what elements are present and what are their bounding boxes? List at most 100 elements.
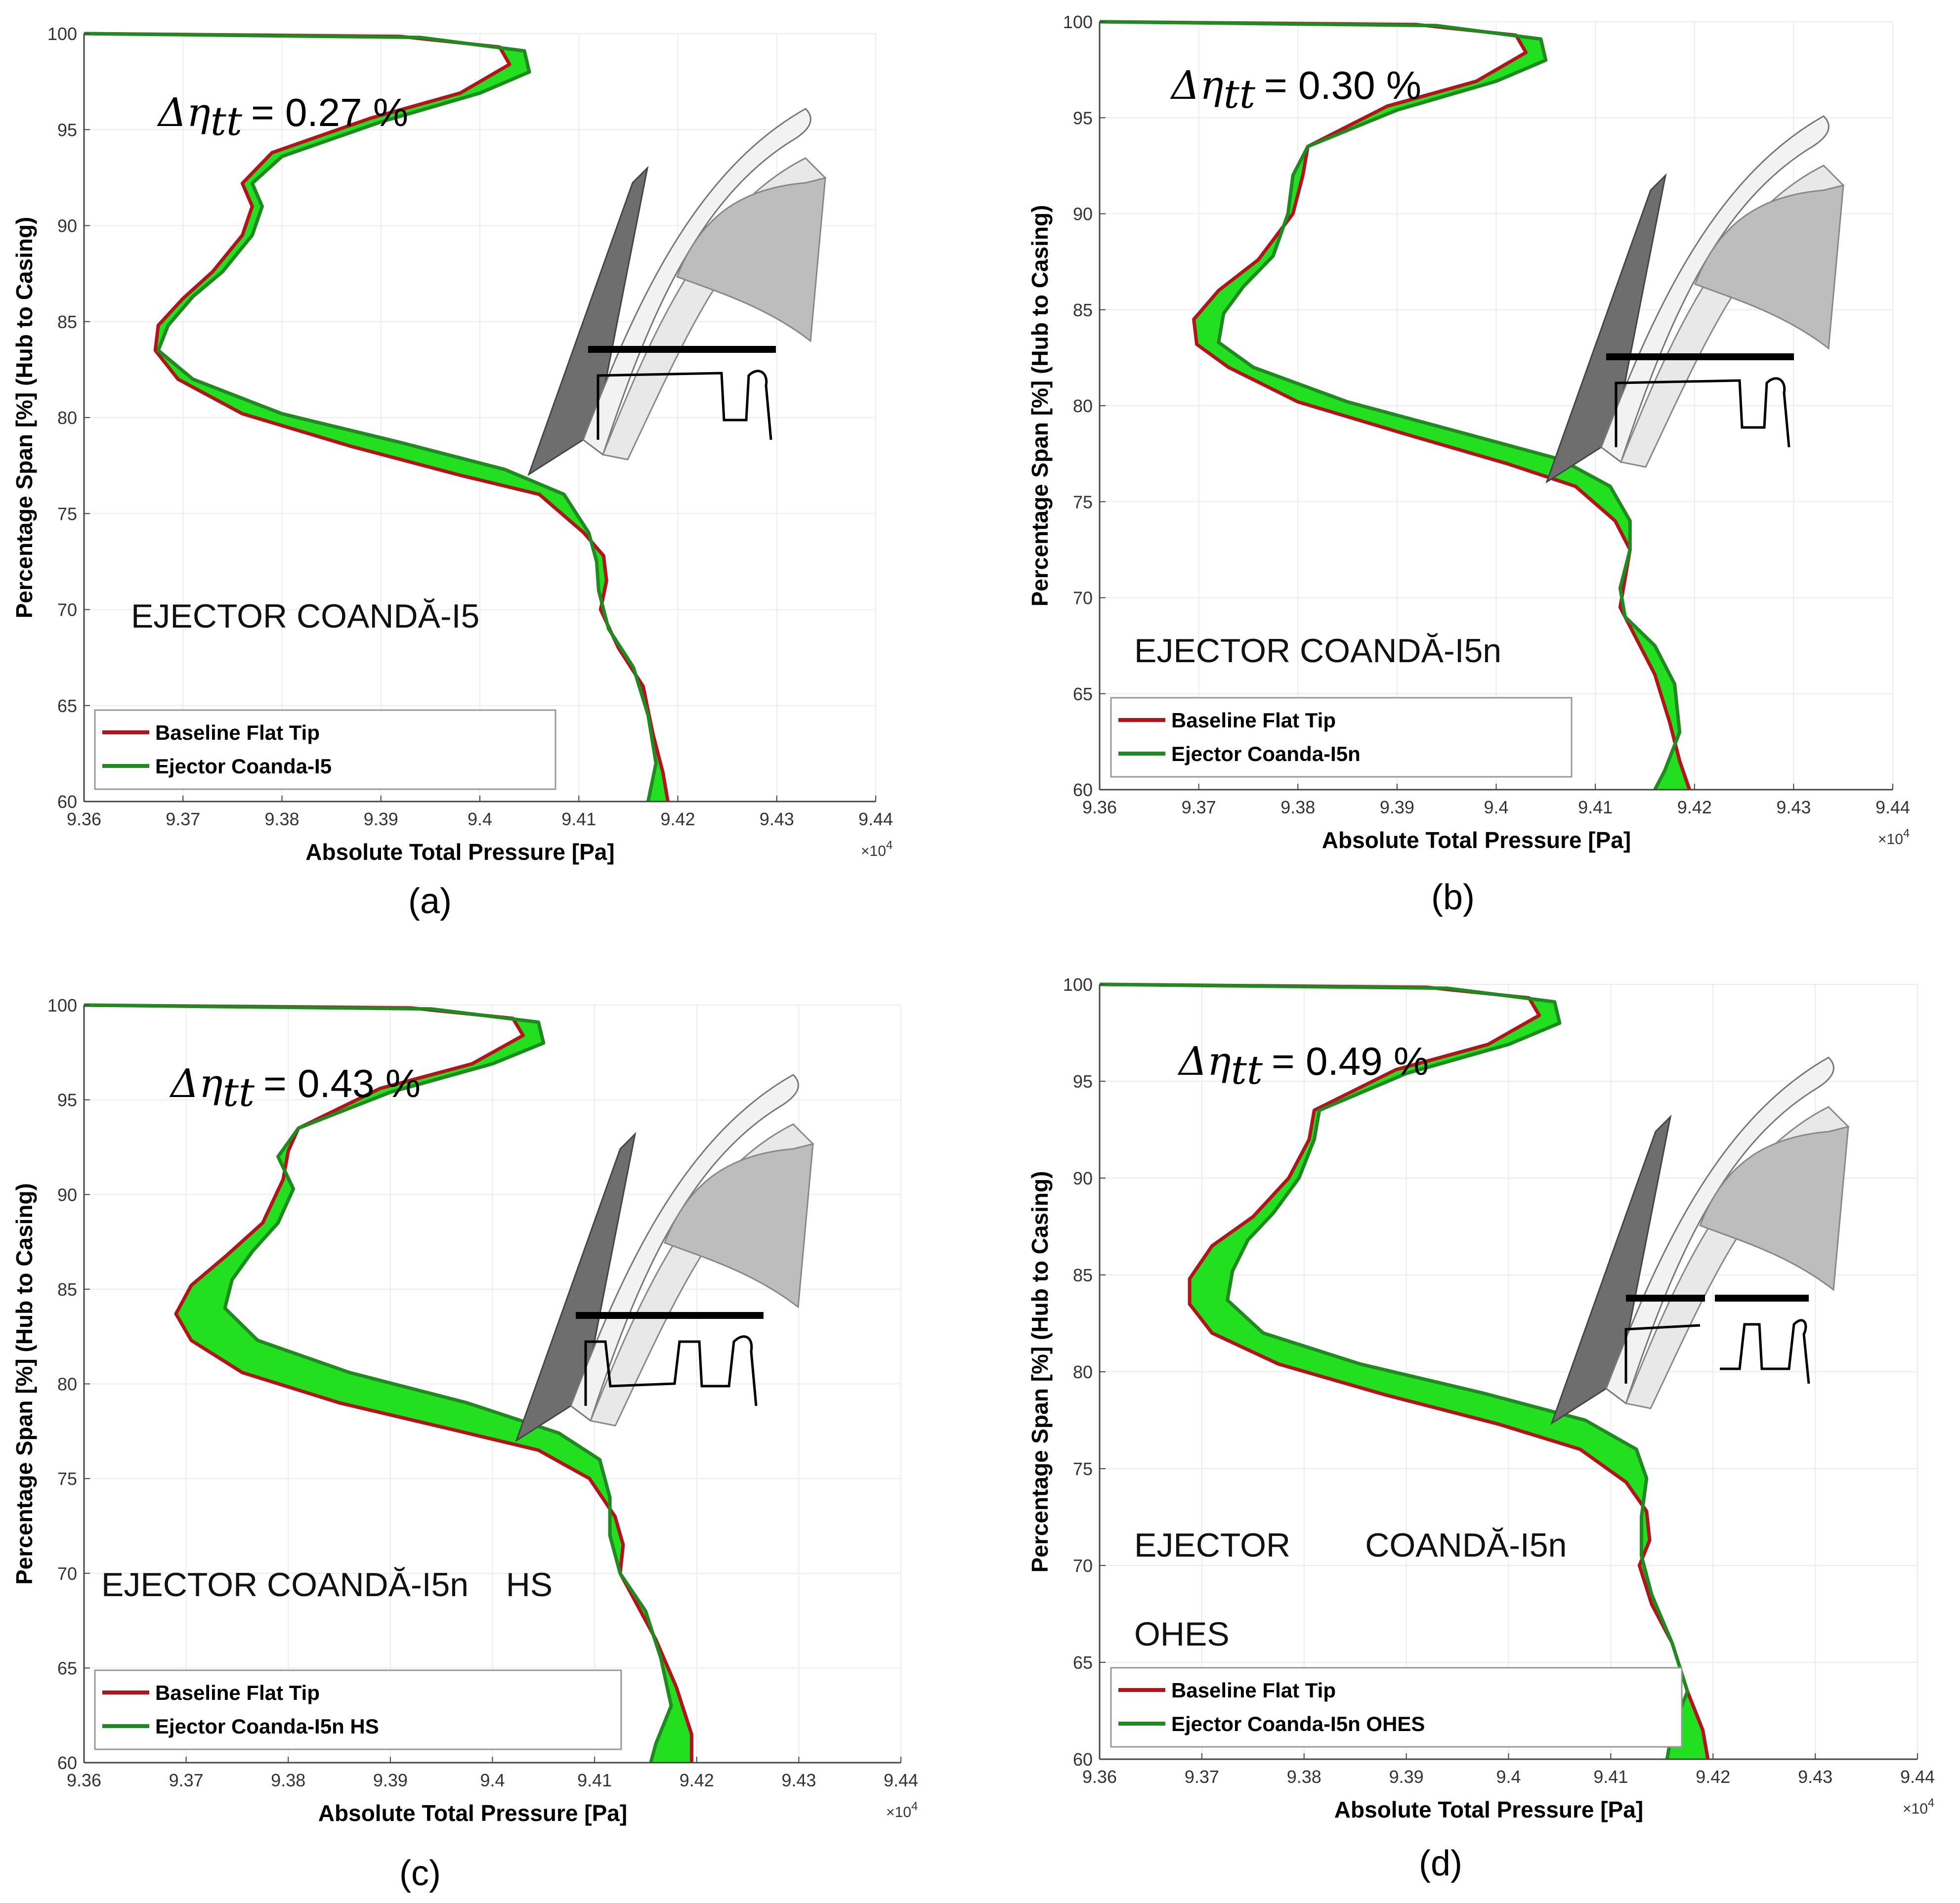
y-tick-label: 85 bbox=[57, 312, 77, 332]
y-tick-label: 75 bbox=[1073, 492, 1093, 512]
x-exponent: ×104 bbox=[1878, 827, 1910, 847]
x-tick-label: 9.42 bbox=[660, 809, 695, 829]
series-line-ejector bbox=[84, 1003, 673, 1763]
x-tick-label: 9.39 bbox=[373, 1770, 408, 1790]
chart-panel-d: 9.36 9.37 9.38 9.39 9.4 9.41 9.42 9.43 9.44 60 65 7… bbox=[1027, 974, 1935, 1883]
x-exponent: ×104 bbox=[886, 1800, 918, 1820]
series-line-ejector bbox=[84, 32, 658, 802]
case-annotation: EJECTOR COANDĂ-I5 bbox=[131, 597, 479, 635]
x-tick-label: 9.37 bbox=[169, 1770, 204, 1790]
legend-box bbox=[94, 1669, 622, 1750]
x-exponent-power: 4 bbox=[911, 1800, 918, 1813]
x-exponent: ×104 bbox=[861, 839, 893, 859]
y-tick-label: 80 bbox=[57, 1374, 77, 1395]
x-tick-label: 9.39 bbox=[1380, 797, 1414, 817]
blade-suction-face bbox=[664, 1143, 814, 1309]
series-line-baseline bbox=[84, 1003, 693, 1763]
x-exponent: ×104 bbox=[1903, 1796, 1934, 1817]
y-tick-label: 65 bbox=[1073, 1652, 1093, 1673]
legend-box bbox=[1110, 1667, 1683, 1748]
x-tick-label: 9.4 bbox=[480, 1770, 505, 1790]
x-tick-label: 9.41 bbox=[577, 1770, 612, 1790]
y-tick-label: 80 bbox=[57, 408, 77, 428]
x-tick-label: 9.36 bbox=[67, 1770, 101, 1790]
tip-bar bbox=[576, 1312, 764, 1319]
y-tick-label: 90 bbox=[57, 216, 77, 236]
y-tick-label: 85 bbox=[57, 1279, 77, 1300]
x-tick-label: 9.39 bbox=[1389, 1767, 1424, 1787]
y-tick-label: 95 bbox=[57, 120, 77, 140]
y-tick-label: 90 bbox=[57, 1184, 77, 1205]
y-tick-label: 65 bbox=[57, 696, 77, 716]
legend-entry: Baseline Flat Tip bbox=[1171, 1679, 1336, 1702]
case-annotation: EJECTOR COANDĂ-I5n bbox=[1134, 1526, 1567, 1564]
x-tick-label: 9.36 bbox=[1082, 1767, 1117, 1787]
y-axis-label: Percentage Span [%] (Hub to Casing) bbox=[11, 1183, 37, 1585]
panel-label: (a) bbox=[408, 882, 452, 921]
blade-tip-sketch bbox=[527, 108, 827, 476]
x-tick-label: 9.37 bbox=[1182, 797, 1216, 817]
tip-bar bbox=[1606, 353, 1794, 360]
blade-tip-sketch bbox=[515, 1074, 814, 1442]
panel-label: (c) bbox=[399, 1854, 441, 1893]
x-tick-label: 9.4 bbox=[1496, 1767, 1521, 1787]
x-tick-label: 9.37 bbox=[1185, 1767, 1219, 1787]
efficiency-subscript: tt bbox=[211, 98, 243, 144]
x-tick-label: 9.44 bbox=[1900, 1767, 1935, 1787]
efficiency-annotation: Δηtt = 0.43 % bbox=[169, 1060, 421, 1115]
y-tick-label: 100 bbox=[1063, 12, 1093, 32]
legend-entry: Ejector Coanda-I5 bbox=[155, 755, 332, 778]
y-tick-label: 80 bbox=[1073, 1362, 1093, 1382]
efficiency-value: = 0.43 % bbox=[263, 1061, 421, 1105]
blade-dark-face bbox=[515, 1132, 637, 1442]
x-tick-label: 9.44 bbox=[858, 809, 893, 829]
chart-panel-b: 9.36 9.37 9.38 9.39 9.4 9.41 9.42 9.43 9.44 60 65 7… bbox=[1027, 12, 1910, 917]
y-tick-label: 95 bbox=[1073, 1071, 1093, 1092]
y-tick-label: 75 bbox=[1073, 1459, 1093, 1479]
tip-profile bbox=[584, 1335, 758, 1406]
y-tick-label: 70 bbox=[1073, 588, 1093, 608]
tip-bar bbox=[588, 346, 776, 353]
x-tick-label: 9.38 bbox=[1280, 797, 1315, 817]
x-tick-label: 9.38 bbox=[271, 1770, 305, 1790]
efficiency-annotation: Δηtt = 0.49 % bbox=[1177, 1038, 1429, 1093]
legend-entry: Baseline Flat Tip bbox=[155, 1681, 320, 1704]
x-tick-label: 9.43 bbox=[1798, 1767, 1832, 1787]
case-annotation: EJECTOR COANDĂ-I5n HS bbox=[101, 1566, 553, 1604]
y-tick-label: 60 bbox=[57, 792, 77, 812]
efficiency-annotation: Δηtt = 0.27 % bbox=[157, 89, 408, 144]
efficiency-subscript: tt bbox=[223, 1069, 255, 1115]
efficiency-value: = 0.49 % bbox=[1272, 1039, 1429, 1083]
series-line-baseline bbox=[1099, 20, 1692, 791]
efficiency-subscript: tt bbox=[1231, 1047, 1263, 1093]
series-line-ejector bbox=[1099, 982, 1689, 1760]
case-annotation: EJECTOR COANDĂ-I5n bbox=[1134, 632, 1501, 670]
x-tick-label: 9.43 bbox=[781, 1770, 816, 1790]
panel-label: (d) bbox=[1419, 1844, 1462, 1883]
y-tick-label: 75 bbox=[57, 1469, 77, 1489]
tip-bar-left bbox=[1626, 1295, 1705, 1302]
x-exponent-power: 4 bbox=[1928, 1796, 1934, 1810]
blade-suction-face bbox=[1699, 1126, 1849, 1291]
y-tick-label: 70 bbox=[57, 600, 77, 620]
x-tick-label: 9.43 bbox=[1776, 797, 1811, 817]
y-tick-label: 100 bbox=[47, 24, 77, 44]
x-tick-label: 9.42 bbox=[1696, 1767, 1730, 1787]
chart-panel-c: 9.36 9.37 9.38 9.39 9.4 9.41 9.42 9.43 9.44 60 65 7… bbox=[11, 995, 918, 1893]
x-tick-label: 9.41 bbox=[561, 809, 596, 829]
blade-dark-face bbox=[1545, 173, 1667, 484]
legend-entry: Baseline Flat Tip bbox=[155, 721, 320, 744]
y-tick-label: 90 bbox=[1073, 204, 1093, 224]
efficiency-value: = 0.27 % bbox=[251, 90, 408, 134]
x-exponent-power: 4 bbox=[1903, 827, 1910, 840]
blade-tip-surface bbox=[570, 1074, 799, 1422]
x-axis-label: Absolute Total Pressure [Pa] bbox=[305, 839, 614, 865]
efficiency-annotation: Δηtt = 0.30 % bbox=[1170, 62, 1421, 117]
blade-tip-sketch bbox=[1550, 1057, 1850, 1425]
x-tick-label: 9.37 bbox=[166, 809, 200, 829]
x-exponent-power: 4 bbox=[886, 839, 893, 852]
x-axis-label: Absolute Total Pressure [Pa] bbox=[1334, 1797, 1643, 1822]
y-tick-label: 65 bbox=[1073, 684, 1093, 704]
blade-tip-surface bbox=[582, 108, 811, 456]
